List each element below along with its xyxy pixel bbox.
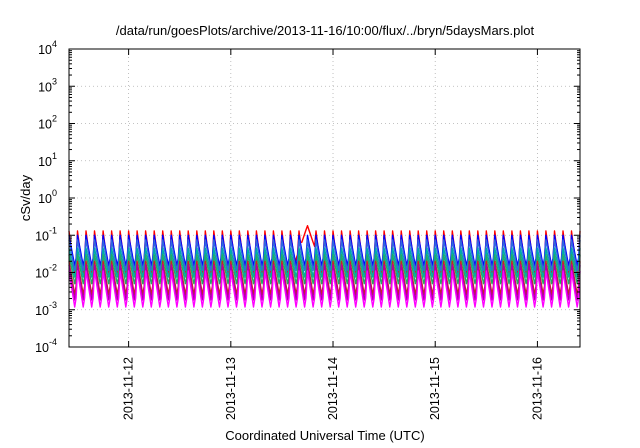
axis-ticks [69, 48, 580, 348]
series-line [68, 260, 581, 296]
y-tick-label: 10-3 [35, 300, 57, 318]
series-line [68, 234, 581, 267]
series-line [68, 253, 581, 285]
x-tick-label: 2013-11-16 [530, 357, 544, 420]
y-tick-label: 104 [38, 39, 57, 57]
y-tick-label: 103 [38, 76, 57, 94]
series-line [68, 264, 581, 301]
y-tick-exponent: 2 [52, 114, 57, 124]
series-line [68, 270, 581, 308]
x-tick-label: 2013-11-15 [428, 357, 442, 420]
x-axis-label: Coordinated Universal Time (UTC) [225, 428, 424, 443]
y-tick-label: 10-2 [35, 263, 57, 281]
y-axis-label: cSv/day [18, 174, 33, 221]
x-tick-label: 2013-11-13 [224, 357, 238, 420]
y-tick-label: 100 [38, 188, 57, 206]
y-tick-exponent: 3 [52, 76, 57, 86]
y-tick-exponent: -2 [49, 263, 57, 273]
y-tick-exponent: 1 [52, 151, 57, 161]
grid-lines [69, 49, 580, 347]
chart-title: /data/run/goesPlots/archive/2013-11-16/1… [116, 23, 535, 38]
data-series [68, 224, 581, 308]
y-tick-exponent: 0 [52, 188, 57, 198]
y-tick-label: 101 [38, 151, 57, 169]
y-tick-exponent: -3 [49, 300, 57, 310]
y-tick-exponent: -4 [49, 337, 57, 347]
series-line [68, 224, 581, 276]
y-tick-exponent: -1 [49, 225, 57, 235]
x-tick-label: 2013-11-14 [326, 357, 340, 420]
y-tick-label: 10-1 [35, 225, 57, 243]
y-tick-exponent: 4 [52, 39, 57, 49]
y-tick-label: 10-4 [35, 337, 57, 355]
x-tick-labels: 2013-11-12 2013-11-13 2013-11-14 2013-11-15… [122, 357, 545, 420]
series-line [68, 239, 581, 272]
x-tick-label: 2013-11-12 [122, 357, 136, 420]
series-line [68, 247, 581, 278]
y-tick-label: 102 [38, 114, 57, 132]
